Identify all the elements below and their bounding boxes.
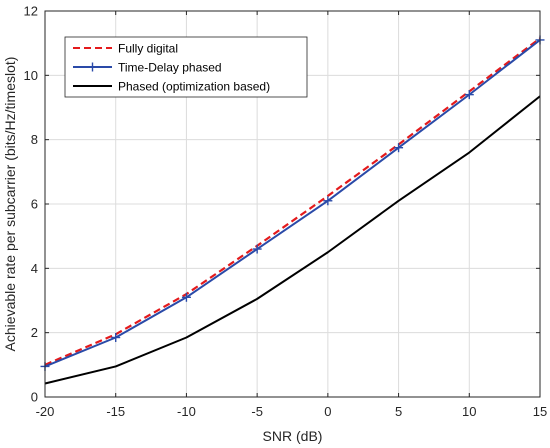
y-tick-label: 0 xyxy=(31,390,38,405)
y-tick-label: 4 xyxy=(31,261,38,276)
series-layer xyxy=(40,35,545,385)
y-tick-label: 8 xyxy=(31,132,38,147)
x-tick-label: -10 xyxy=(177,404,196,419)
x-tick-label: 0 xyxy=(324,404,331,419)
legend-label: Phased (optimization based) xyxy=(118,80,270,94)
x-axis-title: SNR (dB) xyxy=(263,428,323,444)
x-tick-label: -20 xyxy=(36,404,55,419)
legend: Fully digital Time-Delay phased Phased (op… xyxy=(64,36,308,98)
y-tick-label: 12 xyxy=(24,4,38,19)
plus-marker xyxy=(464,90,474,100)
y-tick-label: 2 xyxy=(31,325,38,340)
y-axis-title: Achievable rate per subcarrier (bits/Hz/… xyxy=(2,57,18,352)
ticks: -20 -15 -10 -5 0 5 10 15 0 2 4 6 8 10 12 xyxy=(24,4,548,420)
legend-label: Fully digital xyxy=(118,42,178,56)
legend-entry: Phased (optimization based) xyxy=(73,80,270,94)
plus-marker xyxy=(181,292,191,302)
series-line xyxy=(44,37,541,366)
series-2 xyxy=(40,35,545,371)
x-tick-label: 10 xyxy=(462,404,476,419)
series-1 xyxy=(44,37,541,366)
series-line xyxy=(44,95,541,385)
plus-marker xyxy=(323,196,333,206)
plus-marker xyxy=(394,143,404,153)
y-tick-label: 10 xyxy=(24,68,38,83)
series-line xyxy=(44,39,541,368)
x-tick-label: -15 xyxy=(106,404,125,419)
x-tick-label: 15 xyxy=(533,404,547,419)
legend-entry: Fully digital xyxy=(73,42,178,56)
series-3 xyxy=(44,95,541,385)
x-tick-label: -5 xyxy=(251,404,263,419)
legend-label: Time-Delay phased xyxy=(118,61,222,75)
y-tick-label: 6 xyxy=(31,197,38,212)
plus-marker xyxy=(111,332,121,342)
plus-marker xyxy=(252,244,262,254)
legend-entry: Time-Delay phased xyxy=(73,61,222,75)
x-tick-label: 5 xyxy=(395,404,402,419)
